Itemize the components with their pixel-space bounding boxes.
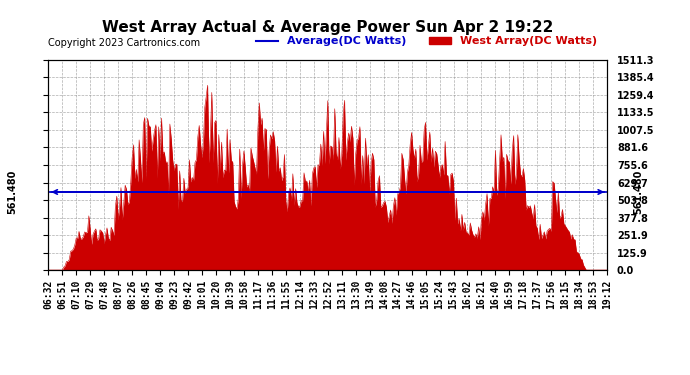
Text: Copyright 2023 Cartronics.com: Copyright 2023 Cartronics.com <box>48 39 200 48</box>
Title: West Array Actual & Average Power Sun Apr 2 19:22: West Array Actual & Average Power Sun Ap… <box>102 20 553 35</box>
Legend: Average(DC Watts), West Array(DC Watts): Average(DC Watts), West Array(DC Watts) <box>252 32 602 51</box>
Text: 561.480: 561.480 <box>633 170 643 214</box>
Text: 561.480: 561.480 <box>7 170 17 214</box>
